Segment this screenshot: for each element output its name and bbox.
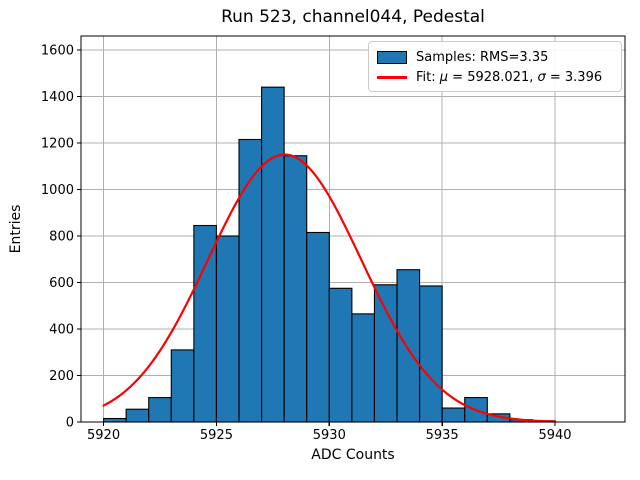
x-tick-label: 5930 xyxy=(313,428,346,443)
x-tick-label: 5920 xyxy=(87,428,120,443)
histogram-bar xyxy=(283,155,308,423)
fit-curve xyxy=(102,153,557,423)
y-tick-label: 1000 xyxy=(41,183,74,198)
legend-item-samples: Samples: RMS=3.35 xyxy=(377,47,613,67)
x-tick-label: 5935 xyxy=(426,428,459,443)
y-tick-label: 800 xyxy=(49,229,74,244)
histogram-bar xyxy=(441,407,466,423)
legend-label-samples: Samples: RMS=3.35 xyxy=(416,49,549,65)
y-tick-label: 1600 xyxy=(41,43,74,58)
histogram-bar xyxy=(261,86,285,423)
y-tick-label: 0 xyxy=(66,416,74,431)
x-tick-label: 5925 xyxy=(200,428,233,443)
legend: Samples: RMS=3.35 Fit: μ = 5928.021, σ =… xyxy=(368,41,622,92)
legend-label-fit: Fit: μ = 5928.021, σ = 3.396 xyxy=(416,69,603,85)
histogram-bar xyxy=(215,235,240,423)
histogram-bar xyxy=(396,269,421,423)
axes-spines xyxy=(80,35,626,423)
histogram-bar xyxy=(306,231,330,423)
histogram-bar xyxy=(328,287,353,423)
y-tick-label: 400 xyxy=(49,322,74,337)
histogram-bar xyxy=(148,397,172,423)
x-tick-label: 5940 xyxy=(538,428,571,443)
histogram-bar xyxy=(193,224,217,423)
histogram-bar xyxy=(419,285,443,423)
legend-item-fit: Fit: μ = 5928.021, σ = 3.396 xyxy=(377,67,613,87)
x-axis-label: ADC Counts xyxy=(311,447,395,463)
histogram-bar xyxy=(351,313,375,423)
y-tick-label: 600 xyxy=(49,276,74,291)
y-tick-label: 1400 xyxy=(41,90,74,105)
histogram-bar xyxy=(170,349,195,423)
histogram-bar xyxy=(125,408,150,423)
histogram-bar xyxy=(373,284,398,423)
y-tick-label: 200 xyxy=(49,369,74,384)
chart-title: Run 523, channel044, Pedestal xyxy=(221,7,485,27)
histogram-swatch xyxy=(377,50,407,64)
y-tick-label: 1200 xyxy=(41,136,74,151)
fit-line-swatch xyxy=(377,75,407,79)
